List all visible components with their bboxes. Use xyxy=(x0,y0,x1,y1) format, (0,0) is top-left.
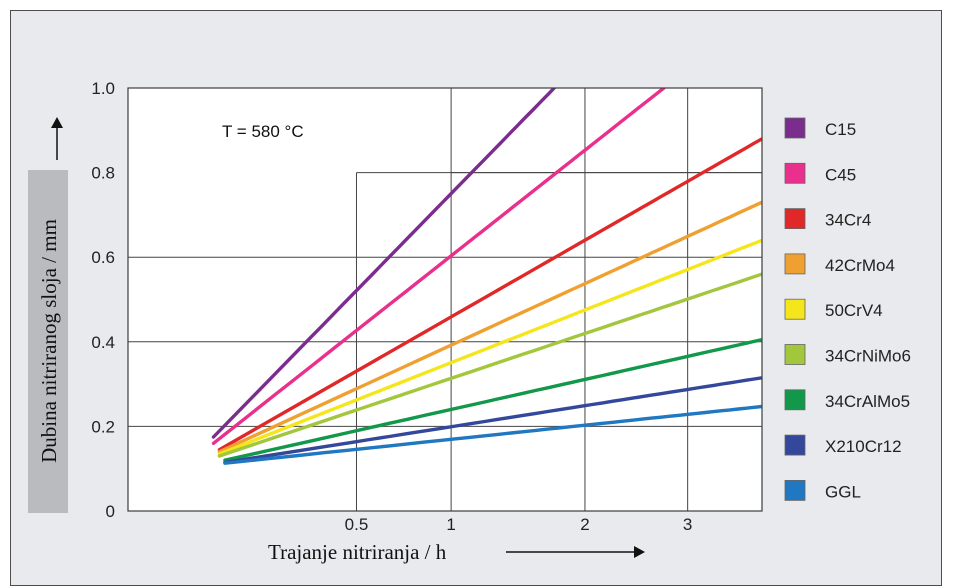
y-axis-title-box xyxy=(28,170,68,513)
series-lines xyxy=(211,88,762,465)
legend-label: 34CrAlMo5 xyxy=(825,392,910,411)
y-axis-title: Dubina nitriranog sloja / mm xyxy=(37,219,61,463)
y-tick-label: 0.2 xyxy=(91,417,115,436)
y-tick-label: 0.4 xyxy=(91,333,115,352)
legend-label: 42CrMo4 xyxy=(825,256,895,275)
x-tick-label: 3 xyxy=(683,515,692,534)
series-line-c15 xyxy=(211,88,556,439)
y-tick-labels: 0 0.2 0.4 0.6 0.8 1.0 xyxy=(91,79,115,521)
x-axis-title: Trajanje nitriranja / h xyxy=(268,540,447,564)
y-tick-label: 1.0 xyxy=(91,79,115,98)
series-line-50crv4 xyxy=(217,238,762,456)
x-tick-label: 2 xyxy=(580,515,589,534)
y-axis-arrow-head xyxy=(51,117,63,128)
legend-swatch xyxy=(784,208,806,230)
y-tick-label: 0.6 xyxy=(91,248,115,267)
legend-label: 34Cr4 xyxy=(825,211,871,230)
legend-label: 50CrV4 xyxy=(825,301,883,320)
plot-border xyxy=(127,87,763,512)
series-line-34cralmo5 xyxy=(223,338,762,462)
x-tick-label: 0.5 xyxy=(345,515,369,534)
legend: C15 C45 34Cr4 42CrMo4 50CrV4 34CrNiMo6 34CrAlM… xyxy=(784,117,911,501)
legend-swatch xyxy=(784,434,806,456)
legend-swatch xyxy=(784,298,806,320)
x-tick-label: 1 xyxy=(446,515,455,534)
y-tick-label: 0 xyxy=(106,502,115,521)
x-axis-arrow-head xyxy=(634,546,645,558)
series-line-34crnimo6 xyxy=(217,272,762,458)
legend-swatch xyxy=(784,389,806,411)
legend-swatch xyxy=(784,253,806,275)
series-line-42crmo4 xyxy=(217,200,762,454)
temperature-annotation: T = 580 °C xyxy=(222,122,304,141)
series-line-x210cr12 xyxy=(223,376,762,465)
legend-swatch xyxy=(784,344,806,365)
legend-label: GGL xyxy=(825,482,861,501)
y-tick-label: 0.8 xyxy=(91,164,115,183)
legend-label: X210Cr12 xyxy=(825,437,902,456)
legend-swatch xyxy=(784,117,806,139)
legend-label: 34CrNiMo6 xyxy=(825,347,911,366)
series-line-ggl xyxy=(223,404,762,465)
legend-label: C15 xyxy=(825,120,856,139)
legend-swatch xyxy=(784,479,806,501)
series-line-c45 xyxy=(211,88,666,445)
legend-label: C45 xyxy=(825,165,856,184)
legend-swatch xyxy=(784,162,806,184)
x-tick-labels: 0.5 1 2 3 xyxy=(345,515,693,534)
series-line-34cr4 xyxy=(217,137,762,452)
